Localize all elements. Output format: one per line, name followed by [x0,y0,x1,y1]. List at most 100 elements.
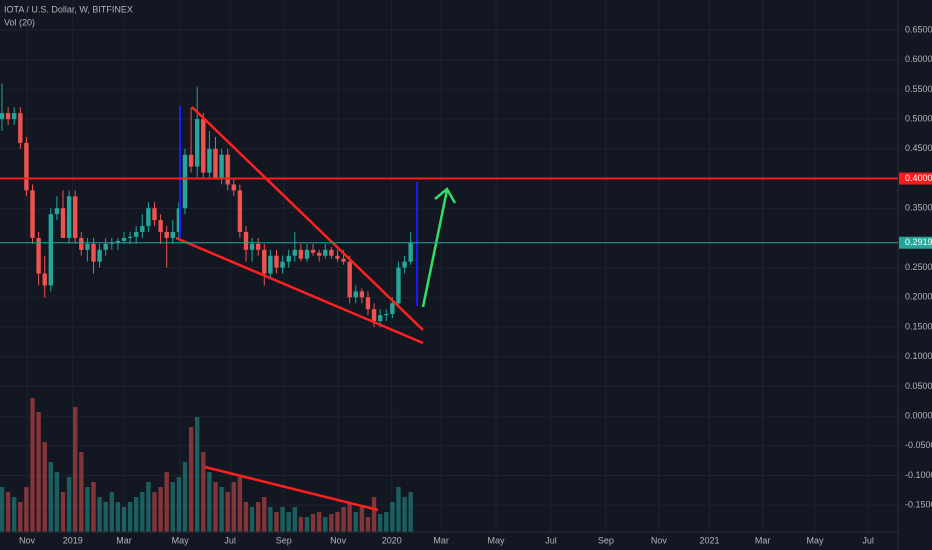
candle-body [79,237,84,250]
x-tick-label: Jul [862,535,874,545]
candle-body [323,249,328,256]
candle-body [377,315,383,322]
volume-bar [36,412,41,532]
volume-bar [304,517,310,532]
candles [0,83,413,328]
candle-body [249,243,255,250]
volume-bar [188,427,194,532]
x-tick-label: Nov [651,535,668,545]
x-tick-label: Sep [276,535,292,545]
candle-body [12,113,17,120]
volume-bar [54,472,60,532]
volume-bar [158,487,163,532]
price-label-box [899,236,932,249]
y-tick-label: 0.6500 [905,24,932,34]
candle-body [347,261,352,298]
volume-bar [274,512,279,532]
candle-body [310,249,316,253]
x-tick-label: 2020 [382,535,402,545]
candle-body [341,258,346,262]
x-tick-label: 2021 [700,535,720,545]
volume-bar [201,452,206,532]
volume-bar [182,462,188,532]
volume-bar [243,502,249,532]
volume-bar [176,477,182,532]
candle-body [188,154,194,167]
y-tick-label: 0.4500 [905,143,932,153]
candle-body [158,220,163,232]
volume-bar [335,512,340,532]
candle-body [371,309,377,322]
x-tick-label: May [172,535,190,545]
candle-body [194,119,200,167]
y-tick-label: 0.5000 [905,113,932,123]
volume-bar [5,492,11,532]
volume-bar [140,492,145,532]
trend-line [191,106,424,331]
candle-body [274,255,279,268]
candle-body [262,249,267,274]
volume-bar [115,502,121,532]
candle-body [329,249,334,256]
volume-bar [255,502,261,532]
x-tick-label: Sep [598,535,614,545]
volume-bar [146,482,151,532]
volume-bar [310,514,316,532]
volume-bar [66,477,72,532]
volume-bar [103,502,108,532]
candle-body [213,148,218,179]
volume-bar [329,514,334,532]
candle-body [237,190,243,232]
candle-body [335,255,340,259]
candle-body [18,113,23,143]
x-tick-label: 2019 [63,535,83,545]
candle-body [176,208,182,232]
volume-bar [341,507,346,532]
candle-body [298,249,304,259]
candle-body [66,196,72,238]
chart-title: IOTA / U.S. Dollar, W, BITFINEX [4,4,133,14]
x-tick-label: Mar [433,535,449,545]
volume-bar [213,482,218,532]
candle-body [219,154,224,179]
candle-body [304,249,310,259]
volume-bar [42,442,47,532]
volume-bar [85,487,90,532]
volume-bar [402,497,407,532]
x-tick-label: Mar [755,535,771,545]
y-tick-label: 0.2500 [905,262,932,272]
volume-bar [0,487,5,532]
volume-bar [12,497,17,532]
y-tick-label: 0.5500 [905,84,932,94]
volume-bar [396,487,401,532]
x-tick-label: Nov [19,535,36,545]
volume-bar [225,492,230,532]
candle-body [402,261,407,268]
volume-bar [292,507,297,532]
y-tick-label: 0.2000 [905,292,932,302]
candle-body [390,303,395,314]
volume-bar [249,507,255,532]
candle-body [24,142,29,191]
candle-body [140,226,145,232]
candle-body [353,291,358,298]
candle-body [146,208,151,227]
volume-bar [298,517,304,532]
volume-bar [30,398,35,532]
candle-body [255,243,261,250]
candle-body [127,236,133,238]
candle-body [225,154,230,185]
y-tick-label: -0.1000 [905,470,932,480]
indicator-label: Vol (20) [4,17,35,27]
candle-body [42,273,47,286]
price-label: 0.4000 [905,173,932,183]
candle-body [103,243,108,250]
candle-body [268,255,273,274]
candle-body [170,231,175,238]
y-tick-label: 0.6000 [905,54,932,64]
price-label-box [899,172,932,185]
y-tick-label: -0.1500 [905,500,932,510]
candle-body [30,190,35,238]
